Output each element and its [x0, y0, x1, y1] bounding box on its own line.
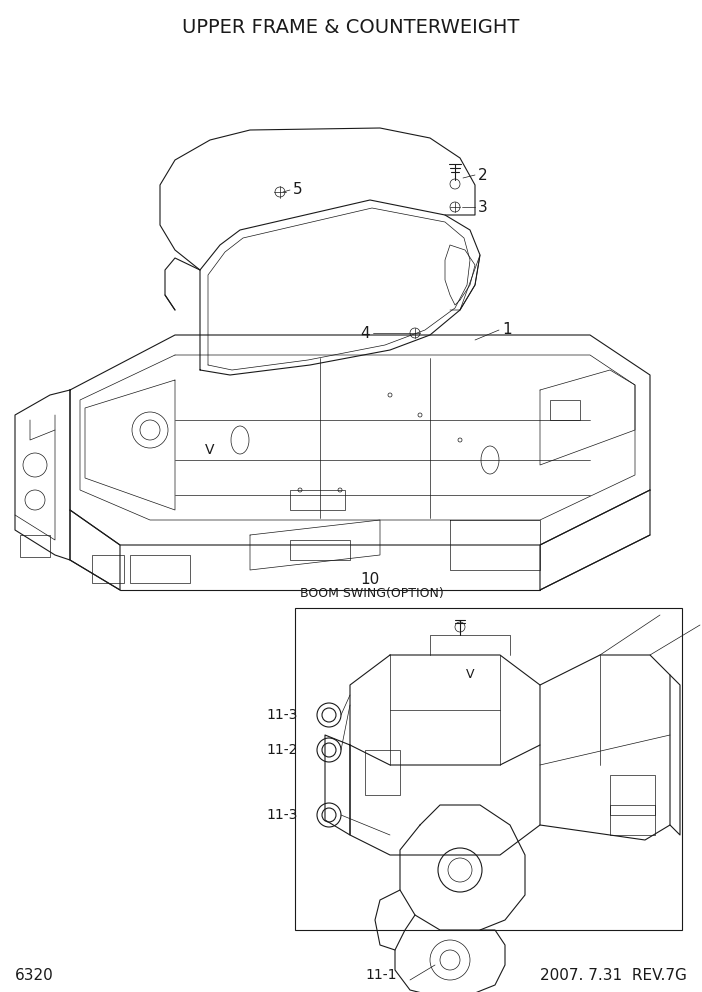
Text: 1: 1 — [502, 322, 512, 337]
Text: 11-2: 11-2 — [267, 743, 298, 757]
Text: V: V — [205, 443, 215, 457]
Text: 3: 3 — [478, 199, 488, 214]
Bar — [20, 535, 50, 557]
Text: 2: 2 — [478, 168, 488, 183]
Text: 10: 10 — [360, 572, 380, 587]
Bar — [92, 555, 124, 583]
Bar — [610, 775, 655, 815]
Bar — [130, 555, 190, 583]
Bar — [365, 750, 400, 795]
Bar — [290, 540, 350, 560]
Bar — [290, 490, 345, 510]
Text: UPPER FRAME & COUNTERWEIGHT: UPPER FRAME & COUNTERWEIGHT — [183, 18, 519, 37]
Text: 5: 5 — [293, 183, 303, 197]
Bar — [610, 805, 655, 835]
Text: V: V — [465, 669, 475, 682]
Text: 4: 4 — [360, 325, 370, 340]
Text: 11-1: 11-1 — [365, 968, 397, 982]
Text: 11-3: 11-3 — [267, 708, 298, 722]
Text: 6320: 6320 — [15, 967, 54, 982]
Bar — [550, 400, 580, 420]
Text: 11-3: 11-3 — [267, 808, 298, 822]
Text: BOOM SWING(OPTION): BOOM SWING(OPTION) — [300, 587, 444, 600]
Text: 2007. 7.31  REV.7G: 2007. 7.31 REV.7G — [540, 967, 687, 982]
Bar — [295, 608, 682, 930]
